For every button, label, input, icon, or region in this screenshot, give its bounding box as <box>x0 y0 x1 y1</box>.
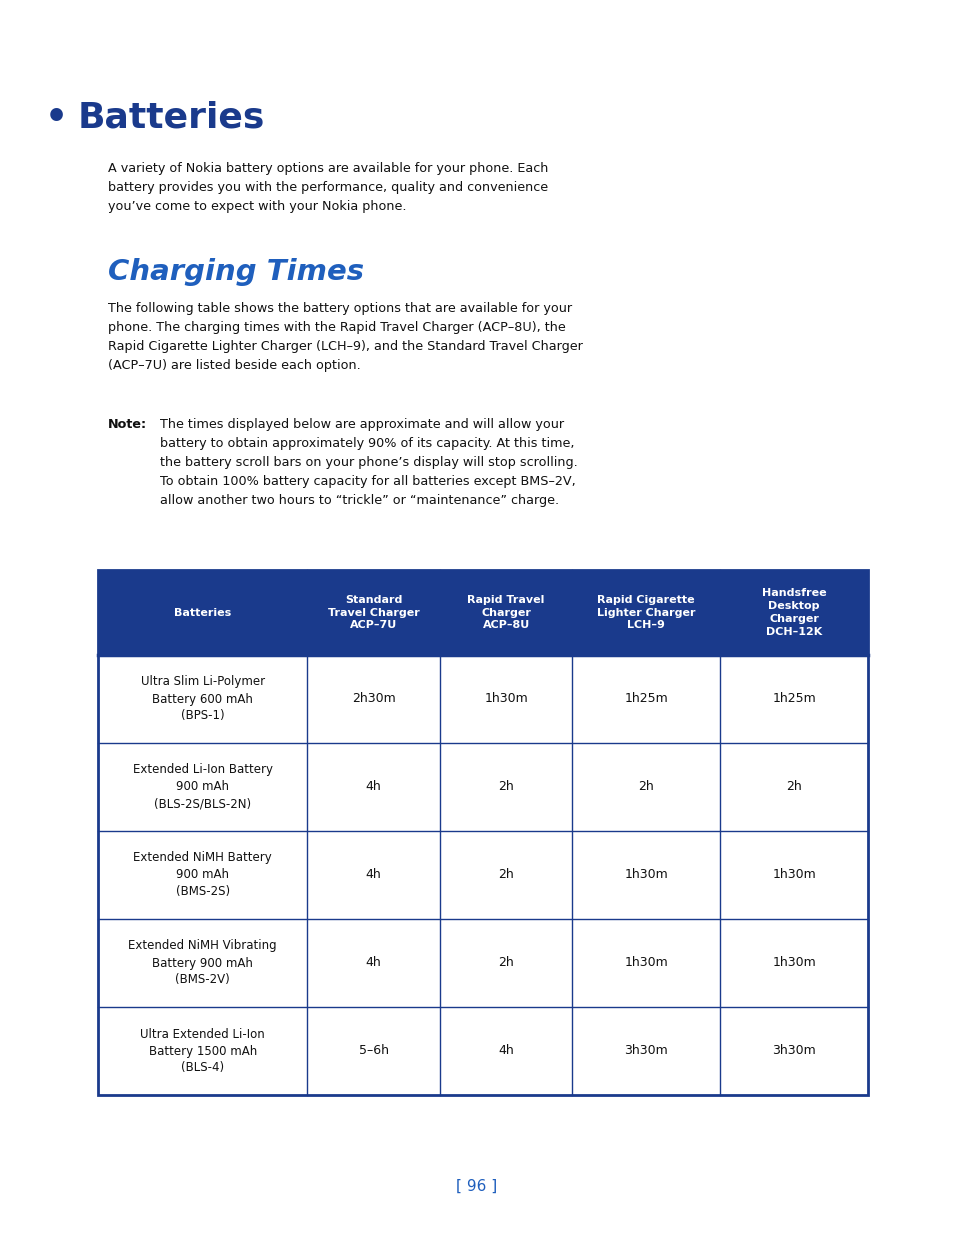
Text: 1h30m: 1h30m <box>484 693 527 705</box>
Text: 2h: 2h <box>785 780 801 794</box>
Text: The following table shows the battery options that are available for your
phone.: The following table shows the battery op… <box>108 302 582 372</box>
Text: The times displayed below are approximate and will allow your
battery to obtain : The times displayed below are approximat… <box>160 418 578 507</box>
Bar <box>98 919 867 1007</box>
Text: 3h30m: 3h30m <box>623 1045 667 1057</box>
Text: 2h: 2h <box>638 780 654 794</box>
Text: Ultra Slim Li-Polymer
Battery 600 mAh
(BPS-1): Ultra Slim Li-Polymer Battery 600 mAh (B… <box>140 675 265 723</box>
Text: 3h30m: 3h30m <box>771 1045 815 1057</box>
Bar <box>98 1007 867 1094</box>
Text: Extended NiMH Battery
900 mAh
(BMS-2S): Extended NiMH Battery 900 mAh (BMS-2S) <box>133 851 272 899</box>
Text: [ 96 ]: [ 96 ] <box>456 1178 497 1193</box>
Text: Rapid Cigarette
Lighter Charger
LCH–9: Rapid Cigarette Lighter Charger LCH–9 <box>597 595 695 630</box>
Bar <box>98 655 867 743</box>
Bar <box>98 743 867 831</box>
Text: Handsfree
Desktop
Charger
DCH–12K: Handsfree Desktop Charger DCH–12K <box>760 588 825 636</box>
Text: Batteries: Batteries <box>173 608 232 618</box>
Text: Standard
Travel Charger
ACP–7U: Standard Travel Charger ACP–7U <box>328 595 419 630</box>
Bar <box>98 570 867 1094</box>
Text: 2h: 2h <box>497 956 514 970</box>
Text: Ultra Extended Li-Ion
Battery 1500 mAh
(BLS-4): Ultra Extended Li-Ion Battery 1500 mAh (… <box>140 1027 265 1075</box>
Text: 2h: 2h <box>497 780 514 794</box>
Bar <box>98 831 867 919</box>
Text: 4h: 4h <box>497 1045 514 1057</box>
Text: 2h: 2h <box>497 869 514 881</box>
Text: 4h: 4h <box>365 869 381 881</box>
Text: 1h30m: 1h30m <box>771 869 815 881</box>
Text: 1h25m: 1h25m <box>623 693 667 705</box>
Text: 1h25m: 1h25m <box>771 693 815 705</box>
Text: 2h30m: 2h30m <box>352 693 395 705</box>
Text: Extended Li-Ion Battery
900 mAh
(BLS-2S/BLS-2N): Extended Li-Ion Battery 900 mAh (BLS-2S/… <box>132 764 273 810</box>
Text: 4h: 4h <box>365 956 381 970</box>
Text: 1h30m: 1h30m <box>623 869 667 881</box>
Text: 5–6h: 5–6h <box>358 1045 388 1057</box>
Text: Charging Times: Charging Times <box>108 258 364 286</box>
Text: •: • <box>45 101 68 135</box>
Text: Rapid Travel
Charger
ACP–8U: Rapid Travel Charger ACP–8U <box>467 595 544 630</box>
Bar <box>98 570 867 655</box>
Text: 4h: 4h <box>365 780 381 794</box>
Text: Note:: Note: <box>108 418 147 431</box>
Text: Batteries: Batteries <box>78 101 265 135</box>
Text: 1h30m: 1h30m <box>623 956 667 970</box>
Text: 1h30m: 1h30m <box>771 956 815 970</box>
Text: Extended NiMH Vibrating
Battery 900 mAh
(BMS-2V): Extended NiMH Vibrating Battery 900 mAh … <box>129 940 276 986</box>
Text: A variety of Nokia battery options are available for your phone. Each
battery pr: A variety of Nokia battery options are a… <box>108 162 548 213</box>
